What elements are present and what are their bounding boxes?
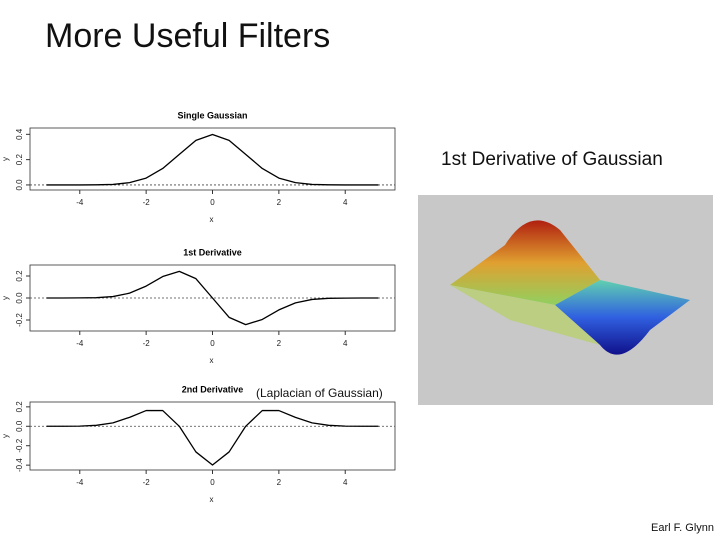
x-tick-label: -4 [76, 478, 84, 487]
plot-title: 1st Derivative [183, 247, 242, 257]
plot-title: 2nd Derivative [182, 384, 244, 394]
y-tick-label: 0.0 [15, 420, 24, 432]
x-axis-label: x [210, 215, 214, 224]
slide-title: More Useful Filters [45, 17, 330, 55]
annotation: (Laplacian of Gaussian) [256, 386, 383, 400]
x-tick-label: 2 [277, 478, 282, 487]
x-tick-label: -2 [143, 478, 151, 487]
plot-title: Single Gaussian [177, 110, 247, 120]
surface-trough [555, 280, 690, 355]
y-axis-label: y [1, 157, 10, 161]
x-axis-label: x [210, 495, 214, 504]
y-tick-label: 0.0 [15, 179, 24, 191]
plot: 1st Derivative -4 -2 0 2 4 -0.2 0.0 0.2 x y [1, 247, 396, 365]
x-tick-label: 2 [277, 339, 282, 348]
plot: Single Gaussian -4 -2 0 2 4 0.0 0.2 0.4 x y [1, 110, 396, 224]
x-tick-label: 2 [277, 198, 282, 207]
y-axis-label: y [1, 434, 10, 438]
surface-image [418, 195, 713, 405]
plot-frame [29, 127, 396, 191]
y-axis-label: y [1, 296, 10, 300]
surface-flat [450, 285, 600, 345]
curve [46, 133, 379, 186]
plot: 2nd Derivative -4 -2 0 2 4 -0.4 -0.2 0.0 0.2 x y [1, 384, 396, 504]
x-tick-label: 0 [210, 478, 215, 487]
x-tick-label: 0 [210, 339, 215, 348]
x-tick-label: -2 [143, 339, 151, 348]
x-tick-label: 0 [210, 198, 215, 207]
plot-frame [29, 401, 396, 471]
surface-peak [450, 220, 600, 305]
y-tick-label: -0.4 [15, 458, 24, 472]
caption: 1st Derivative of Gaussian [441, 149, 663, 170]
x-axis-label: x [210, 356, 214, 365]
y-tick-label: -0.2 [15, 313, 24, 327]
x-tick-label: -2 [143, 198, 151, 207]
x-tick-label: 4 [343, 198, 348, 207]
curve [46, 270, 379, 326]
y-tick-label: 0.4 [15, 128, 24, 140]
y-tick-label: -0.2 [15, 438, 24, 452]
x-tick-label: -4 [76, 339, 84, 348]
x-tick-label: -4 [76, 198, 84, 207]
y-tick-label: 0.2 [15, 401, 24, 413]
y-tick-label: 0.2 [15, 270, 24, 282]
footer: Earl F. Glynn [651, 522, 714, 534]
x-tick-label: 4 [343, 339, 348, 348]
y-tick-label: 0.2 [15, 154, 24, 166]
curve [46, 409, 379, 466]
y-tick-label: 0.0 [15, 292, 24, 304]
x-tick-label: 4 [343, 478, 348, 487]
